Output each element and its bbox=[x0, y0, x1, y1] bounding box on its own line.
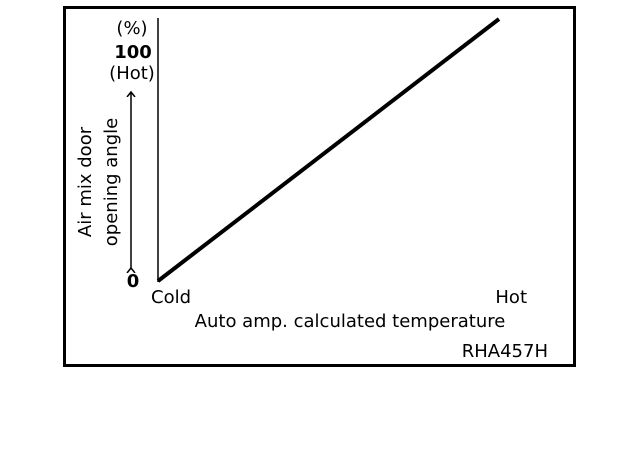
y-tick-label: 100 bbox=[114, 42, 152, 63]
y-top-note: (Hot) bbox=[109, 63, 155, 84]
data-line bbox=[156, 17, 501, 283]
figure-code: RHA457H bbox=[462, 341, 548, 362]
y-tick-label: 0 bbox=[127, 271, 140, 292]
y-axis-label: opening angle bbox=[101, 118, 122, 246]
frame bbox=[63, 6, 576, 367]
y-unit: (%) bbox=[116, 18, 147, 39]
x-tick-label: Cold bbox=[151, 287, 191, 308]
x-axis-label: Auto amp. calculated temperature bbox=[195, 311, 506, 332]
y-axis-label: Air mix door bbox=[75, 126, 96, 237]
x-tick-label: Hot bbox=[495, 287, 527, 308]
